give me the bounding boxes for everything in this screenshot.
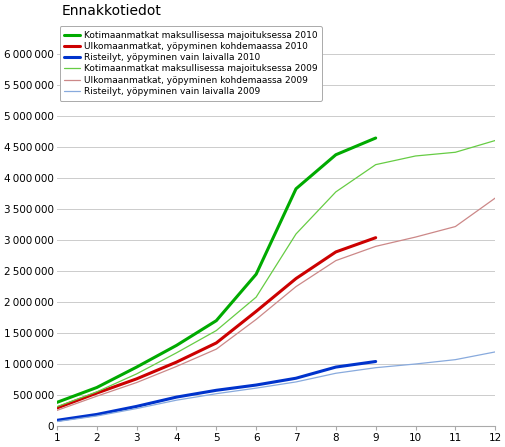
Kotimaanmatkat maksullisessa majoituksessa 2009	[252, 295, 259, 300]
Ulkomaanmatkat, yöpyminen kohdemaassa 2010	[133, 376, 139, 382]
Ulkomaanmatkat, yöpyminen kohdemaassa 2010	[54, 405, 60, 411]
Risteilyt, yöpyminen vain laivalla 2010	[292, 375, 298, 381]
Risteilyt, yöpyminen vain laivalla 2010	[54, 417, 60, 423]
Ulkomaanmatkat, yöpyminen kohdemaassa 2009	[133, 380, 139, 385]
Risteilyt, yöpyminen vain laivalla 2009	[412, 361, 418, 367]
Kotimaanmatkat maksullisessa majoituksessa 2009	[372, 162, 378, 167]
Ulkomaanmatkat, yöpyminen kohdemaassa 2010	[252, 309, 259, 314]
Risteilyt, yöpyminen vain laivalla 2010	[133, 404, 139, 409]
Risteilyt, yöpyminen vain laivalla 2010	[372, 359, 378, 364]
Risteilyt, yöpyminen vain laivalla 2010	[332, 364, 338, 370]
Ulkomaanmatkat, yöpyminen kohdemaassa 2009	[93, 393, 99, 399]
Risteilyt, yöpyminen vain laivalla 2009	[173, 397, 179, 403]
Ulkomaanmatkat, yöpyminen kohdemaassa 2009	[173, 364, 179, 369]
Ulkomaanmatkat, yöpyminen kohdemaassa 2009	[213, 346, 219, 352]
Risteilyt, yöpyminen vain laivalla 2009	[93, 413, 99, 419]
Ulkomaanmatkat, yöpyminen kohdemaassa 2010	[332, 249, 338, 255]
Line: Ulkomaanmatkat, yöpyminen kohdemaassa 2009: Ulkomaanmatkat, yöpyminen kohdemaassa 20…	[57, 198, 494, 410]
Kotimaanmatkat maksullisessa majoituksessa 2010	[213, 318, 219, 323]
Text: Ennakkotiedot: Ennakkotiedot	[61, 4, 161, 18]
Kotimaanmatkat maksullisessa majoituksessa 2009	[133, 371, 139, 376]
Ulkomaanmatkat, yöpyminen kohdemaassa 2010	[93, 390, 99, 396]
Kotimaanmatkat maksullisessa majoituksessa 2009	[332, 189, 338, 194]
Ulkomaanmatkat, yöpyminen kohdemaassa 2009	[252, 317, 259, 322]
Line: Kotimaanmatkat maksullisessa majoituksessa 2010: Kotimaanmatkat maksullisessa majoitukses…	[57, 138, 375, 402]
Kotimaanmatkat maksullisessa majoituksessa 2009	[173, 350, 179, 355]
Kotimaanmatkat maksullisessa majoituksessa 2010	[332, 152, 338, 157]
Line: Risteilyt, yöpyminen vain laivalla 2010: Risteilyt, yöpyminen vain laivalla 2010	[57, 362, 375, 420]
Ulkomaanmatkat, yöpyminen kohdemaassa 2009	[54, 408, 60, 413]
Risteilyt, yöpyminen vain laivalla 2009	[372, 365, 378, 371]
Kotimaanmatkat maksullisessa majoituksessa 2010	[252, 271, 259, 277]
Kotimaanmatkat maksullisessa majoituksessa 2010	[54, 400, 60, 405]
Ulkomaanmatkat, yöpyminen kohdemaassa 2009	[372, 244, 378, 249]
Kotimaanmatkat maksullisessa majoituksessa 2009	[451, 150, 458, 155]
Kotimaanmatkat maksullisessa majoituksessa 2010	[133, 364, 139, 370]
Risteilyt, yöpyminen vain laivalla 2009	[451, 357, 458, 363]
Ulkomaanmatkat, yöpyminen kohdemaassa 2009	[451, 224, 458, 229]
Legend: Kotimaanmatkat maksullisessa majoituksessa 2010, Ulkomaanmatkat, yöpyminen kohde: Kotimaanmatkat maksullisessa majoitukses…	[60, 26, 322, 101]
Risteilyt, yöpyminen vain laivalla 2010	[93, 412, 99, 417]
Risteilyt, yöpyminen vain laivalla 2009	[332, 371, 338, 376]
Kotimaanmatkat maksullisessa majoituksessa 2009	[93, 389, 99, 395]
Kotimaanmatkat maksullisessa majoituksessa 2009	[213, 328, 219, 333]
Risteilyt, yöpyminen vain laivalla 2009	[133, 406, 139, 411]
Risteilyt, yöpyminen vain laivalla 2010	[173, 394, 179, 400]
Risteilyt, yöpyminen vain laivalla 2009	[252, 385, 259, 391]
Ulkomaanmatkat, yöpyminen kohdemaassa 2010	[372, 235, 378, 240]
Kotimaanmatkat maksullisessa majoituksessa 2009	[292, 231, 298, 236]
Kotimaanmatkat maksullisessa majoituksessa 2010	[292, 186, 298, 191]
Risteilyt, yöpyminen vain laivalla 2009	[491, 349, 497, 354]
Kotimaanmatkat maksullisessa majoituksessa 2010	[93, 385, 99, 390]
Ulkomaanmatkat, yöpyminen kohdemaassa 2009	[332, 258, 338, 263]
Kotimaanmatkat maksullisessa majoituksessa 2009	[412, 153, 418, 159]
Kotimaanmatkat maksullisessa majoituksessa 2009	[54, 404, 60, 409]
Risteilyt, yöpyminen vain laivalla 2009	[54, 419, 60, 424]
Ulkomaanmatkat, yöpyminen kohdemaassa 2010	[173, 359, 179, 365]
Ulkomaanmatkat, yöpyminen kohdemaassa 2009	[292, 284, 298, 289]
Risteilyt, yöpyminen vain laivalla 2010	[213, 388, 219, 393]
Risteilyt, yöpyminen vain laivalla 2010	[252, 382, 259, 388]
Ulkomaanmatkat, yöpyminen kohdemaassa 2010	[292, 276, 298, 281]
Ulkomaanmatkat, yöpyminen kohdemaassa 2009	[412, 234, 418, 240]
Line: Risteilyt, yöpyminen vain laivalla 2009: Risteilyt, yöpyminen vain laivalla 2009	[57, 352, 494, 422]
Line: Ulkomaanmatkat, yöpyminen kohdemaassa 2010: Ulkomaanmatkat, yöpyminen kohdemaassa 20…	[57, 238, 375, 408]
Ulkomaanmatkat, yöpyminen kohdemaassa 2009	[491, 195, 497, 201]
Ulkomaanmatkat, yöpyminen kohdemaassa 2010	[213, 340, 219, 346]
Kotimaanmatkat maksullisessa majoituksessa 2010	[173, 343, 179, 348]
Kotimaanmatkat maksullisessa majoituksessa 2009	[491, 138, 497, 143]
Kotimaanmatkat maksullisessa majoituksessa 2010	[372, 135, 378, 141]
Line: Kotimaanmatkat maksullisessa majoituksessa 2009: Kotimaanmatkat maksullisessa majoitukses…	[57, 140, 494, 407]
Risteilyt, yöpyminen vain laivalla 2009	[213, 391, 219, 396]
Risteilyt, yöpyminen vain laivalla 2009	[292, 379, 298, 384]
